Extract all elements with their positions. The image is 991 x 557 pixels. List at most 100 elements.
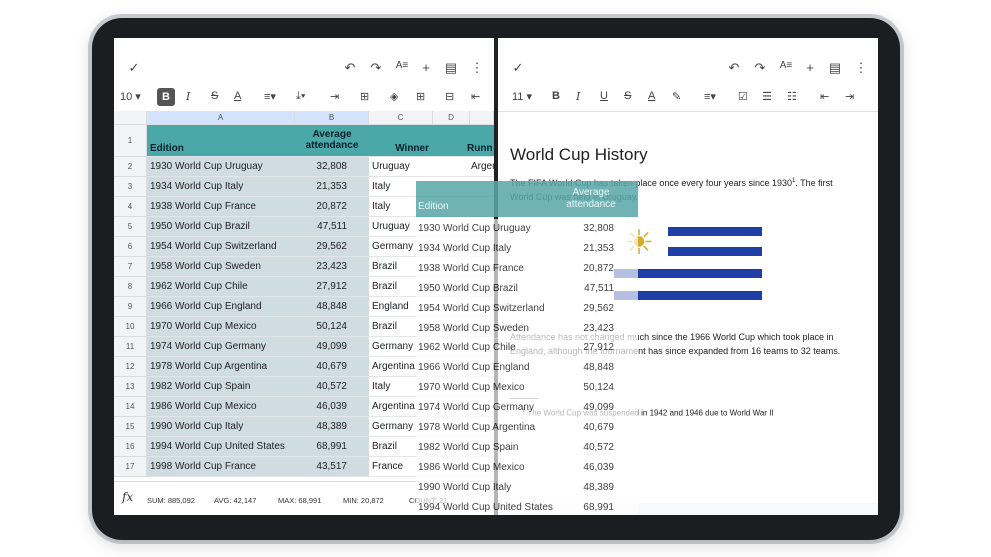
cell-edition[interactable]: 1930 World Cup Uruguay — [147, 157, 295, 177]
footnote[interactable]: 1 The World Cup was suspended in 1942 an… — [522, 408, 774, 418]
cell-attendance[interactable]: 48,848 — [295, 297, 369, 317]
cell-edition[interactable]: 1958 World Cup Sweden — [147, 257, 295, 277]
cell-attendance[interactable]: 47,511 — [295, 217, 369, 237]
row-number[interactable]: 1 — [114, 125, 147, 157]
header-cell-edition[interactable]: Edition — [147, 125, 295, 157]
max-readout[interactable]: MAX: 68,991 — [278, 496, 322, 505]
underline-button[interactable]: U — [600, 90, 608, 102]
text-color-button[interactable]: A — [234, 90, 242, 102]
header-cell-attendance[interactable]: Average attendance — [295, 125, 369, 157]
cell-winner[interactable]: Italy — [369, 177, 433, 197]
cell-winner[interactable]: Italy — [369, 197, 433, 217]
cell-attendance[interactable]: 20,872 — [295, 197, 369, 217]
cell-runner-up[interactable] — [433, 397, 494, 417]
checkmark-icon[interactable]: ✓ — [512, 60, 524, 75]
corner-cell[interactable] — [114, 111, 147, 125]
cell-winner[interactable]: France — [369, 457, 433, 477]
cell-runner-up[interactable] — [433, 337, 494, 357]
avg-readout[interactable]: AVG: 42,147 — [214, 496, 257, 505]
font-size-select[interactable]: 11 ▾ — [512, 91, 532, 103]
header-cell-winner[interactable]: Winner — [369, 125, 433, 157]
cell-runner-up[interactable] — [433, 417, 494, 437]
wrap-icon[interactable]: ⇥ — [330, 91, 340, 103]
outdent-icon[interactable]: ⇤ — [820, 91, 830, 103]
fill-color-icon[interactable]: ◈ — [390, 91, 399, 103]
cell-edition[interactable]: 1978 World Cup Argentina — [147, 357, 295, 377]
cell-winner[interactable]: Brazil — [369, 277, 433, 297]
row-number[interactable]: 14 — [114, 397, 147, 417]
cell-edition[interactable]: 1970 World Cup Mexico — [147, 317, 295, 337]
row-number[interactable]: 16 — [114, 437, 147, 457]
row-number[interactable]: 15 — [114, 417, 147, 437]
cell-edition[interactable]: 1938 World Cup France — [147, 197, 295, 217]
cell-attendance[interactable]: 43,517 — [295, 457, 369, 477]
uruguay-flag-image[interactable]: ☀ — [614, 224, 762, 300]
cell-attendance[interactable]: 40,679 — [295, 357, 369, 377]
cell-runner-up[interactable] — [433, 297, 494, 317]
cell-edition[interactable]: 1950 World Cup Brazil — [147, 217, 295, 237]
cell-edition[interactable]: 1934 World Cup Italy — [147, 177, 295, 197]
cell-runner-up[interactable] — [433, 457, 494, 477]
cell-runner-up[interactable] — [433, 437, 494, 457]
cell-runner-up[interactable] — [433, 237, 494, 257]
cell-runner-up[interactable] — [433, 377, 494, 397]
cell-edition[interactable]: 1966 World Cup England — [147, 297, 295, 317]
document-paragraph-2[interactable]: Attendance has not changed much since th… — [510, 330, 865, 358]
cell-edition[interactable]: 1994 World Cup United States — [147, 437, 295, 457]
undo-icon[interactable]: ↶ — [344, 60, 356, 75]
strikethrough-button[interactable]: S — [624, 90, 632, 102]
row-number[interactable]: 6 — [114, 237, 147, 257]
cell-winner[interactable]: Uruguay — [369, 157, 433, 177]
borders-icon[interactable]: ⊞ — [416, 91, 426, 103]
cell-attendance[interactable]: 27,912 — [295, 277, 369, 297]
cell-winner[interactable]: Germany — [369, 417, 433, 437]
cell-edition[interactable]: 1974 World Cup Germany — [147, 337, 295, 357]
bold-button[interactable]: B — [552, 90, 560, 102]
sum-readout[interactable]: SUM: 885,092 — [147, 496, 195, 505]
add-icon[interactable]: + — [806, 60, 814, 75]
cell-attendance[interactable]: 68,991 — [295, 437, 369, 457]
cell-runner-up[interactable]: Argen — [433, 157, 494, 177]
cell-edition[interactable]: 1954 World Cup Switzerland — [147, 237, 295, 257]
bullet-list-icon[interactable]: ☰ — [762, 91, 772, 103]
cell-winner[interactable]: Italy — [369, 377, 433, 397]
cell-runner-up[interactable] — [433, 197, 494, 217]
cell-attendance[interactable]: 50,124 — [295, 317, 369, 337]
cell-runner-up[interactable] — [433, 257, 494, 277]
cell-edition[interactable]: 1998 World Cup France — [147, 457, 295, 477]
undo-icon[interactable]: ↶ — [728, 60, 740, 75]
document-title[interactable]: World Cup History — [510, 145, 648, 164]
cell-edition[interactable]: 1982 World Cup Spain — [147, 377, 295, 397]
text-format-icon[interactable]: A≡ — [779, 60, 793, 71]
col-header-c[interactable]: C — [369, 111, 433, 125]
more-icon[interactable]: ⋮ — [470, 60, 484, 75]
cell-edition[interactable]: 1962 World Cup Chile — [147, 277, 295, 297]
cell-winner[interactable]: Germany — [369, 337, 433, 357]
row-number[interactable]: 11 — [114, 337, 147, 357]
cell-runner-up[interactable] — [433, 357, 494, 377]
font-size-select[interactable]: 10 ▾ — [120, 91, 141, 103]
redo-icon[interactable]: ↷ — [754, 60, 766, 75]
row-number[interactable]: 9 — [114, 297, 147, 317]
cell-winner[interactable]: Argentina — [369, 357, 433, 377]
italic-button[interactable]: I — [186, 90, 191, 103]
comment-icon[interactable]: ▤ — [444, 60, 458, 75]
header-cell-runner-up[interactable]: Runn — [433, 125, 494, 157]
row-number[interactable]: 7 — [114, 257, 147, 277]
min-readout[interactable]: MIN: 20,872 — [343, 496, 384, 505]
split-screen-divider[interactable] — [494, 38, 498, 515]
checkmark-icon[interactable]: ✓ — [128, 60, 140, 75]
cell-runner-up[interactable] — [433, 217, 494, 237]
document-paragraph-1[interactable]: The FIFA World Cup has taken place once … — [510, 174, 865, 204]
bold-button[interactable]: B — [157, 88, 175, 106]
text-color-button[interactable]: A — [648, 90, 656, 102]
merge-icon[interactable]: ⊞ — [360, 91, 370, 103]
add-icon[interactable]: + — [422, 60, 430, 75]
align-icon[interactable]: ≡▾ — [264, 91, 276, 103]
cell-runner-up[interactable] — [433, 277, 494, 297]
vertical-align-icon[interactable]: ⤓▾ — [296, 90, 306, 102]
cell-edition[interactable]: 1986 World Cup Mexico — [147, 397, 295, 417]
row-number[interactable]: 3 — [114, 177, 147, 197]
cell-winner[interactable]: Brazil — [369, 257, 433, 277]
row-number[interactable]: 17 — [114, 457, 147, 477]
